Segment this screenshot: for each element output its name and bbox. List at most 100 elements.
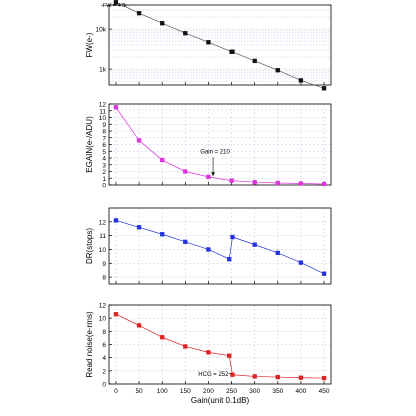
- y-tick-label: 0: [102, 183, 106, 190]
- y-tick-label: 6: [102, 342, 106, 349]
- data-point: [229, 178, 234, 183]
- y-tick-label: 10: [99, 316, 107, 323]
- data-point: [275, 180, 280, 186]
- data-point: [298, 375, 304, 380]
- data-point: [227, 353, 232, 358]
- x-tick-label: 0: [114, 388, 118, 395]
- plot-frame: [108, 4, 332, 86]
- data-point: [252, 374, 257, 379]
- y-tick-label: 4: [102, 355, 106, 362]
- chart-panel-3: 8 9 10 11 12 DR(stops): [85, 207, 332, 285]
- y-tick-label: 1: [102, 176, 106, 183]
- data-point: [113, 105, 119, 110]
- data-point: [136, 11, 142, 16]
- x-tick-label: 100: [157, 388, 168, 395]
- data-point: [183, 169, 188, 174]
- y-tick-label: 2: [102, 368, 106, 375]
- annotation-arrowhead: [211, 172, 215, 177]
- data-point: [113, 0, 119, 5]
- chart-panel-4: 0 2 4 6 8 10 12 0 50 100 150 200 250 300 350 400 450 Read…: [85, 303, 332, 395]
- data-point: [113, 218, 119, 223]
- data-point: [206, 350, 211, 355]
- y-axis-label: DR(stops): [85, 228, 94, 264]
- annotation: Gain = 210: [200, 149, 230, 155]
- series-line: [115, 313, 325, 379]
- data-point: [275, 250, 280, 256]
- y-tick-label: 12: [99, 219, 107, 226]
- y-axis-label: Read noise(e-rms): [85, 311, 94, 378]
- data-point: [230, 49, 235, 54]
- x-tick-label: 50: [135, 388, 143, 395]
- grid: [109, 103, 331, 186]
- data-point: [136, 225, 142, 230]
- y-tick-label: 4: [102, 156, 106, 163]
- x-tick-label: 200: [203, 388, 214, 395]
- data-point: [321, 375, 327, 381]
- data-point: [183, 344, 188, 349]
- data-point: [275, 68, 280, 73]
- data-point: [298, 260, 304, 265]
- y-tick-label: 10: [99, 115, 107, 122]
- y-tick-label: 12: [99, 102, 107, 109]
- data-point: [160, 21, 165, 26]
- data-point: [252, 58, 257, 64]
- data-point: [227, 256, 232, 262]
- y-tick-label: 12: [99, 303, 107, 310]
- x-axis-label: Gain(unit 0.1dB): [191, 396, 250, 405]
- y-tick-label: 8: [102, 329, 106, 336]
- y-tick-label: 3: [102, 162, 106, 169]
- y-tick-label: 11: [99, 108, 106, 115]
- y-tick-label: 5: [102, 149, 106, 156]
- x-tick-label: 450: [319, 388, 330, 395]
- y-axis-label: EGAIN(e-/ADU): [85, 116, 94, 173]
- data-point: [160, 232, 165, 237]
- data-point: [298, 78, 304, 83]
- y-tick-label: 6: [102, 142, 106, 149]
- grid: [109, 4, 331, 86]
- x-tick-label: 350: [272, 388, 283, 395]
- data-point: [230, 234, 235, 240]
- y-tick-label: 9: [102, 261, 106, 268]
- y-tick-label: 1k: [99, 67, 107, 74]
- data-point: [321, 86, 327, 91]
- data-point: [298, 181, 304, 186]
- y-axis-label: FW(e-): [85, 32, 94, 57]
- y-tick-label: 2: [102, 169, 106, 176]
- data-point: [275, 374, 280, 380]
- data-point: [206, 174, 211, 180]
- x-tick-label: 150: [180, 388, 191, 395]
- data-point: [183, 31, 188, 36]
- data-point: [252, 242, 257, 247]
- data-point: [136, 323, 142, 328]
- data-point: [252, 180, 257, 185]
- y-tick-label: 8: [102, 129, 106, 136]
- y-tick-label: 10k: [96, 27, 107, 34]
- series-line: [115, 220, 325, 274]
- data-point: [136, 138, 142, 143]
- y-tick-label: 9: [102, 122, 106, 129]
- y-tick-label: 11: [99, 233, 106, 240]
- data-point: [113, 312, 119, 317]
- x-tick-label: 300: [249, 388, 260, 395]
- data-point: [230, 372, 235, 377]
- grid: [109, 208, 331, 284]
- annotation: FW = 47k: [103, 3, 127, 9]
- y-tick-label: 0: [102, 382, 106, 389]
- x-tick-label: 400: [296, 388, 307, 395]
- annotation: HCG = 252: [198, 372, 229, 378]
- data-point: [183, 239, 188, 245]
- data-point: [160, 157, 165, 163]
- data-point: [206, 247, 211, 252]
- data-point: [206, 40, 211, 45]
- data-point: [321, 181, 327, 187]
- x-tick-label: 250: [226, 388, 237, 395]
- y-tick-label: 7: [102, 135, 106, 142]
- y-tick-label: 8: [102, 275, 106, 282]
- data-point: [160, 335, 165, 340]
- data-point: [321, 271, 327, 276]
- plot-frame: [108, 207, 332, 285]
- series-line: [115, 107, 325, 185]
